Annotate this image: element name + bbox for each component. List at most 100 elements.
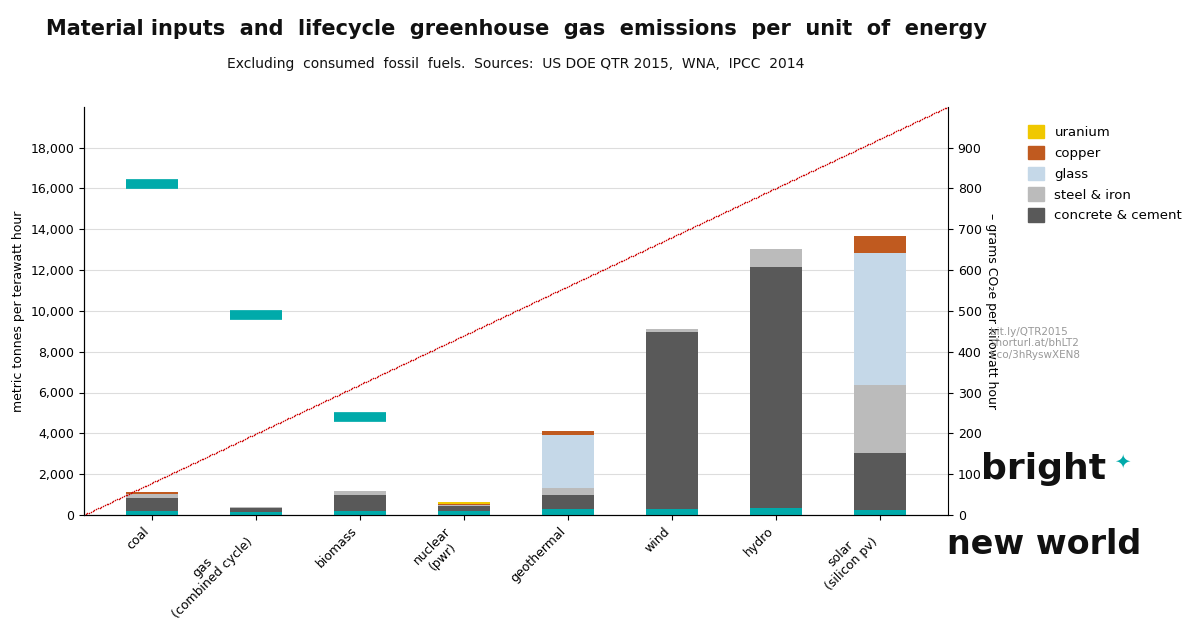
Point (238, 433, 257, 443)
Point (744, 193, 763, 203)
Point (770, 181, 790, 191)
Point (114, 491, 133, 501)
Point (586, 269, 605, 279)
Point (887, 126, 906, 136)
Point (602, 261, 622, 271)
Point (646, 240, 665, 250)
Point (536, 291, 556, 301)
Point (580, 271, 599, 281)
Point (872, 133, 892, 143)
Point (888, 126, 907, 136)
Point (883, 128, 902, 138)
Point (232, 435, 251, 445)
Point (576, 273, 595, 283)
Point (509, 305, 528, 315)
Point (421, 346, 440, 356)
Point (514, 302, 533, 312)
Point (445, 335, 464, 345)
Point (476, 320, 496, 330)
Point (163, 468, 182, 479)
Point (750, 191, 769, 201)
Point (578, 272, 598, 282)
Point (692, 218, 712, 228)
Point (230, 436, 250, 447)
Point (310, 399, 329, 409)
Point (396, 358, 415, 368)
Point (923, 109, 942, 119)
Point (551, 285, 570, 295)
Point (191, 455, 210, 465)
Point (484, 317, 503, 327)
Point (125, 486, 144, 496)
Point (175, 462, 194, 472)
Point (419, 347, 438, 357)
Point (94, 501, 113, 511)
Point (242, 431, 262, 441)
Point (222, 440, 241, 450)
Point (239, 432, 258, 442)
Point (803, 166, 822, 176)
Point (91, 502, 110, 512)
Point (918, 112, 937, 122)
Point (469, 323, 488, 333)
Point (130, 484, 149, 494)
Point (505, 306, 524, 317)
Point (762, 185, 781, 195)
Point (826, 155, 845, 165)
Point (154, 472, 173, 482)
Point (434, 340, 454, 350)
Point (241, 431, 260, 441)
Point (169, 465, 188, 475)
Point (113, 492, 132, 502)
Point (215, 443, 234, 453)
Point (253, 426, 272, 436)
Point (672, 228, 691, 238)
Point (685, 221, 704, 231)
Point (220, 441, 239, 452)
Point (211, 445, 230, 455)
Point (810, 162, 829, 172)
Point (814, 161, 833, 171)
Point (356, 377, 376, 387)
Point (875, 132, 894, 142)
Point (478, 319, 497, 329)
Point (919, 111, 938, 121)
Bar (750, 267, 803, 508)
Point (893, 123, 912, 133)
Point (173, 463, 192, 474)
Point (318, 394, 337, 404)
Point (571, 275, 590, 285)
Point (598, 263, 617, 273)
Point (824, 156, 844, 166)
Point (805, 165, 824, 175)
Point (568, 277, 587, 287)
Bar (126, 492, 178, 494)
Point (665, 231, 684, 241)
Point (544, 288, 563, 298)
Point (286, 410, 305, 420)
Point (552, 284, 571, 294)
Point (563, 279, 582, 290)
Point (384, 364, 403, 374)
Point (89, 504, 108, 514)
Bar (438, 511, 490, 515)
Bar (542, 489, 594, 495)
Point (806, 164, 826, 174)
Point (511, 304, 530, 314)
Point (336, 386, 355, 396)
Point (497, 310, 516, 320)
Bar (229, 509, 282, 512)
Point (649, 239, 668, 249)
Point (728, 201, 748, 211)
Point (376, 367, 395, 377)
Point (542, 289, 562, 299)
Point (739, 196, 758, 206)
Point (328, 391, 347, 401)
Point (641, 242, 660, 252)
Point (258, 423, 277, 433)
Point (864, 137, 883, 147)
Point (634, 246, 653, 256)
Point (845, 146, 864, 156)
Point (911, 115, 930, 125)
Point (654, 236, 673, 246)
